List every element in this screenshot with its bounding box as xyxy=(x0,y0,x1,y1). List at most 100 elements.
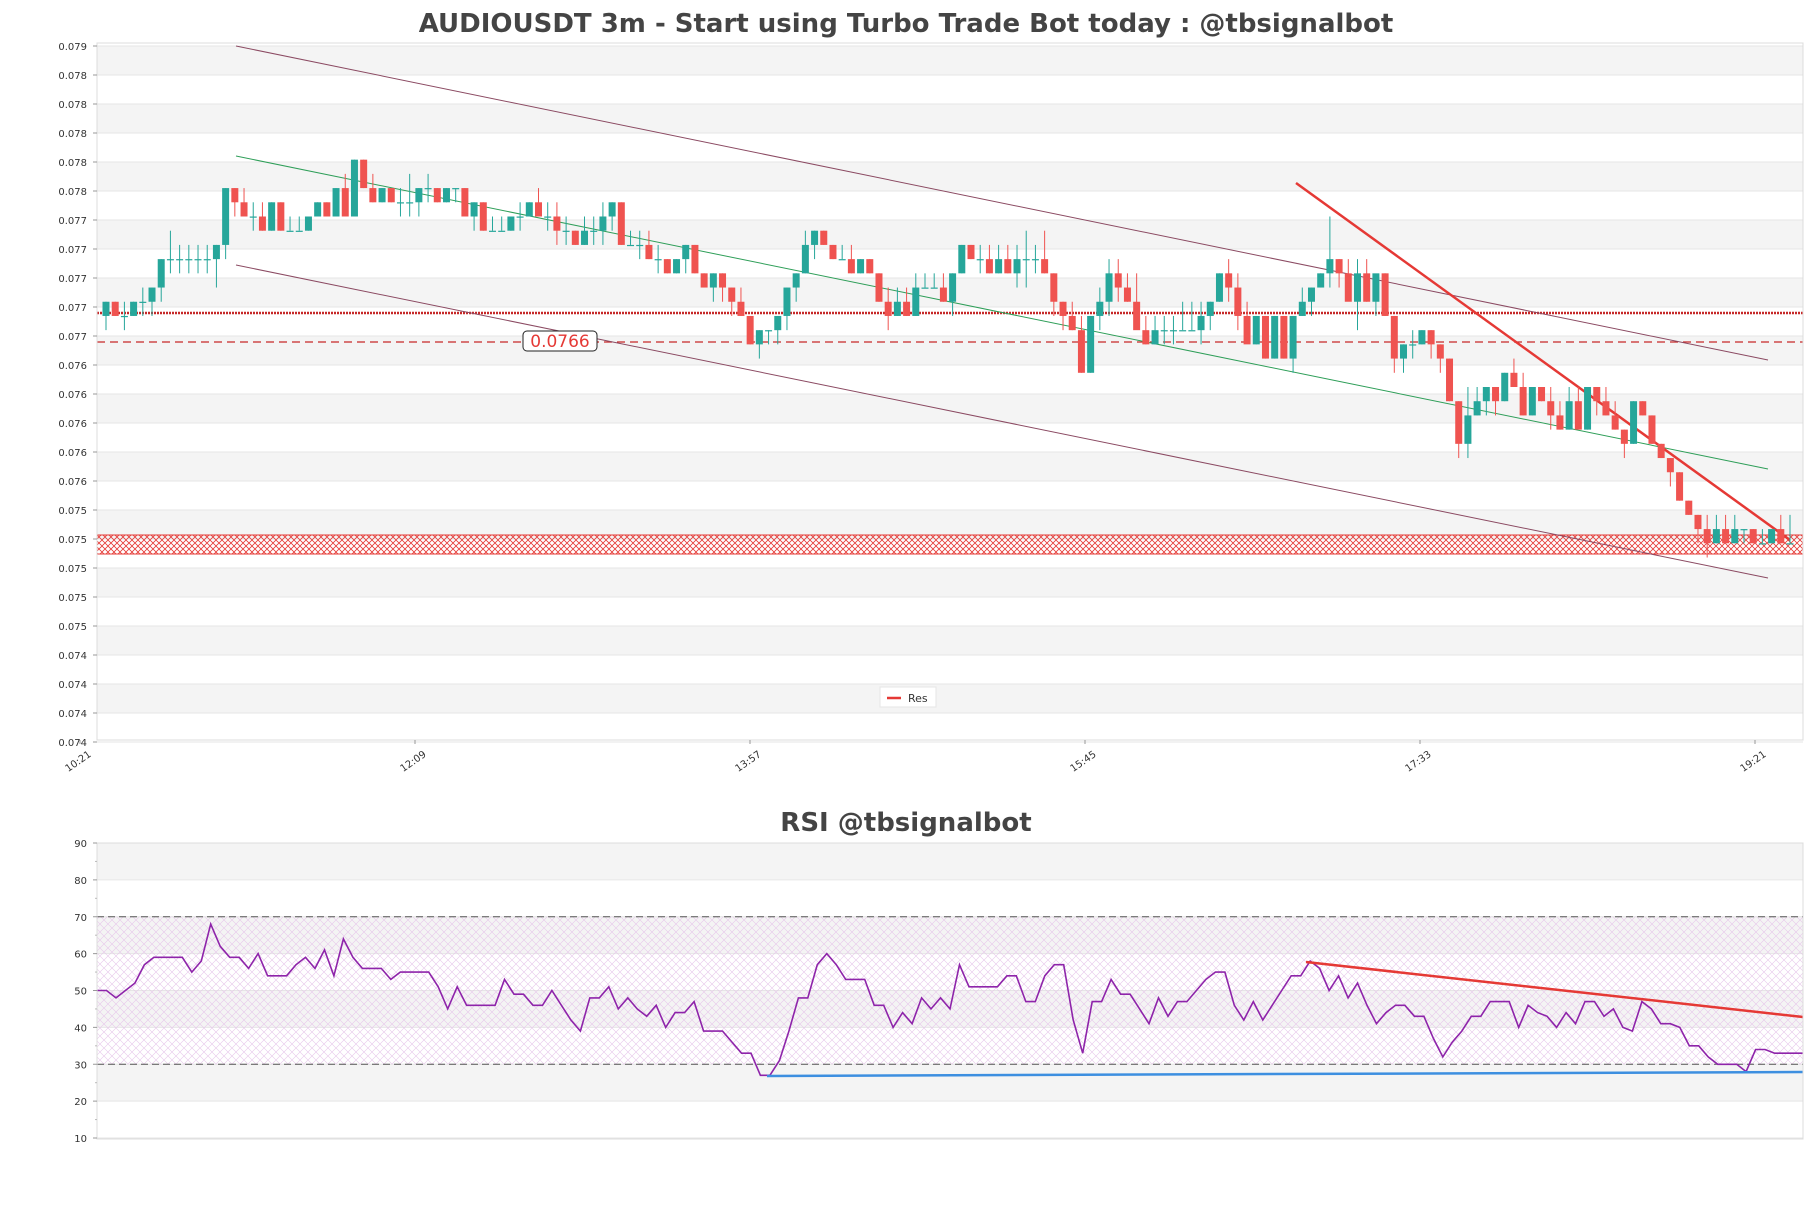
candle-body xyxy=(1786,543,1794,545)
price-y-tick-label: 0.076 xyxy=(58,477,87,488)
candle-body xyxy=(1215,273,1223,302)
candle-body xyxy=(1363,273,1371,302)
candle-body xyxy=(1547,401,1555,416)
candle-body xyxy=(1105,273,1113,302)
candle-body xyxy=(801,244,809,274)
candle-body xyxy=(608,202,616,217)
candle-body xyxy=(148,287,156,302)
rsi-y-tick-label: 60 xyxy=(74,950,87,961)
price-band xyxy=(97,568,1803,597)
price-y-tick-label: 0.076 xyxy=(58,390,87,401)
candle-body xyxy=(1372,273,1380,302)
candle-body xyxy=(424,188,432,190)
candle-body xyxy=(102,301,110,316)
candle-body xyxy=(1206,301,1214,316)
candle-body xyxy=(1022,259,1030,261)
rsi-y-tick-label: 10 xyxy=(74,1134,87,1145)
price-y-tick-label: 0.078 xyxy=(58,158,87,169)
rsi-chart: 90 80 70 60 50 40 30 20 10 xyxy=(74,839,1804,1145)
level-annotation-box xyxy=(522,330,598,352)
candle-body xyxy=(590,230,598,232)
candle-body xyxy=(1593,387,1601,402)
candle-body xyxy=(1059,301,1067,316)
candle-body xyxy=(1731,529,1739,544)
resistance-zone-rect xyxy=(96,534,1804,555)
price-y-tick-label: 0.076 xyxy=(58,361,87,372)
candle-body xyxy=(1151,330,1159,345)
candle-body xyxy=(461,188,469,217)
candle-body xyxy=(866,259,874,274)
candle-body xyxy=(1344,273,1352,302)
price-y-tick-label: 0.077 xyxy=(58,332,87,343)
price-y-tick-label: 0.074 xyxy=(58,680,87,691)
candle-body xyxy=(1722,529,1730,544)
candle-body xyxy=(111,301,119,316)
candle-body xyxy=(912,287,920,316)
rsi-support-trend-line xyxy=(766,1070,1804,1078)
candle-body xyxy=(139,301,147,303)
candle-body xyxy=(949,273,957,302)
candle-body xyxy=(535,202,542,217)
candle-body xyxy=(1464,415,1472,444)
rsi-line xyxy=(97,921,1803,1077)
candle-body xyxy=(700,273,708,288)
candle-body xyxy=(1685,500,1693,515)
rsi-neutral-zone xyxy=(97,916,1803,1065)
candle-body xyxy=(240,202,248,217)
candle-body xyxy=(1298,301,1306,316)
candle-body xyxy=(498,230,506,232)
candle-body xyxy=(1160,330,1168,332)
price-y-tick-label: 0.077 xyxy=(58,303,87,314)
candle-body xyxy=(1326,259,1334,274)
price-y-tick-label: 0.077 xyxy=(58,274,87,285)
candle-body xyxy=(1749,529,1757,544)
candle-body xyxy=(1188,330,1196,332)
candle-body xyxy=(341,188,349,217)
candle-body xyxy=(488,230,496,232)
candle-body xyxy=(332,188,340,217)
candle-body xyxy=(1639,401,1647,416)
candle-body xyxy=(1252,315,1260,345)
rsi-level-lines xyxy=(97,916,1803,1065)
rsi-trend-lines xyxy=(766,960,1804,1078)
level-annotation: 0.0766 xyxy=(522,330,598,352)
rsi-y-tick-label: 30 xyxy=(74,1060,87,1071)
price-y-tick-label: 0.074 xyxy=(58,709,87,720)
price-y-tick-label: 0.078 xyxy=(58,129,87,140)
candle-body xyxy=(1197,315,1205,331)
candle-body xyxy=(939,287,947,302)
channel-mid-line xyxy=(235,155,1769,470)
rsi-y-tick-label: 90 xyxy=(74,839,87,850)
candle-body xyxy=(1243,315,1251,345)
price-band xyxy=(97,684,1803,713)
candle-body xyxy=(581,230,589,245)
candle-body xyxy=(1234,287,1242,316)
trend-lines xyxy=(235,45,1791,579)
price-band xyxy=(97,626,1803,655)
resistance-trend-line xyxy=(1295,181,1791,542)
candle-body xyxy=(442,188,450,203)
candle-body xyxy=(774,315,782,331)
candle-body xyxy=(1096,301,1104,316)
price-y-tick-label: 0.077 xyxy=(58,216,87,227)
candle-body xyxy=(378,188,386,203)
candle-body xyxy=(967,244,975,260)
candle-body xyxy=(130,301,138,316)
candle-body xyxy=(1436,344,1444,359)
price-band xyxy=(97,220,1803,249)
candle-body xyxy=(1087,315,1095,373)
candle-body xyxy=(884,301,892,316)
price-legend: Res xyxy=(879,686,937,708)
candle-body xyxy=(1574,401,1582,430)
price-plot-frame xyxy=(96,42,1804,741)
candle-body xyxy=(893,301,901,316)
price-y-tick-label: 0.074 xyxy=(58,738,87,749)
price-band xyxy=(97,394,1803,423)
candle-body xyxy=(636,244,644,247)
candle-body xyxy=(1068,315,1076,331)
candle-body xyxy=(258,216,266,231)
candle-body xyxy=(1123,287,1131,302)
candle-body xyxy=(1041,259,1049,274)
candle-body xyxy=(1169,330,1177,332)
candle-body xyxy=(120,315,128,318)
